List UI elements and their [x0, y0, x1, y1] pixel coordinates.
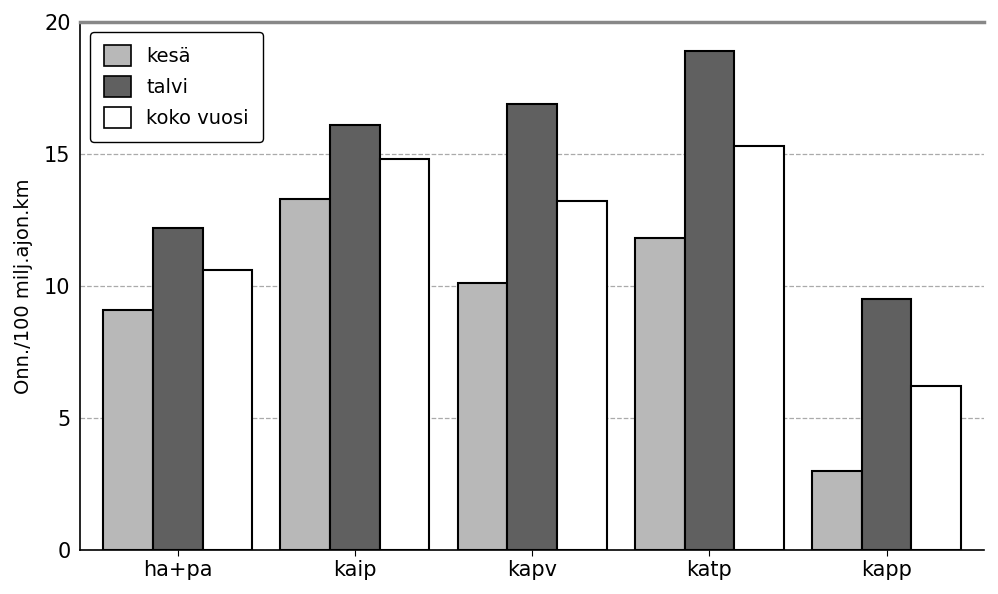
Bar: [911, 386, 961, 549]
Bar: [330, 125, 380, 549]
Bar: [862, 299, 911, 549]
Bar: [635, 238, 685, 549]
Bar: [507, 104, 557, 549]
Bar: [458, 283, 507, 549]
Bar: [735, 146, 783, 549]
Bar: [203, 270, 252, 549]
Bar: [280, 199, 330, 549]
Legend: kesä, talvi, koko vuosi: kesä, talvi, koko vuosi: [90, 31, 262, 142]
Y-axis label: Onn./100 milj.ajon.km: Onn./100 milj.ajon.km: [14, 178, 33, 394]
Bar: [153, 228, 203, 549]
Bar: [812, 470, 862, 549]
Bar: [557, 201, 607, 549]
Bar: [685, 51, 735, 549]
Bar: [380, 159, 429, 549]
Bar: [103, 309, 153, 549]
